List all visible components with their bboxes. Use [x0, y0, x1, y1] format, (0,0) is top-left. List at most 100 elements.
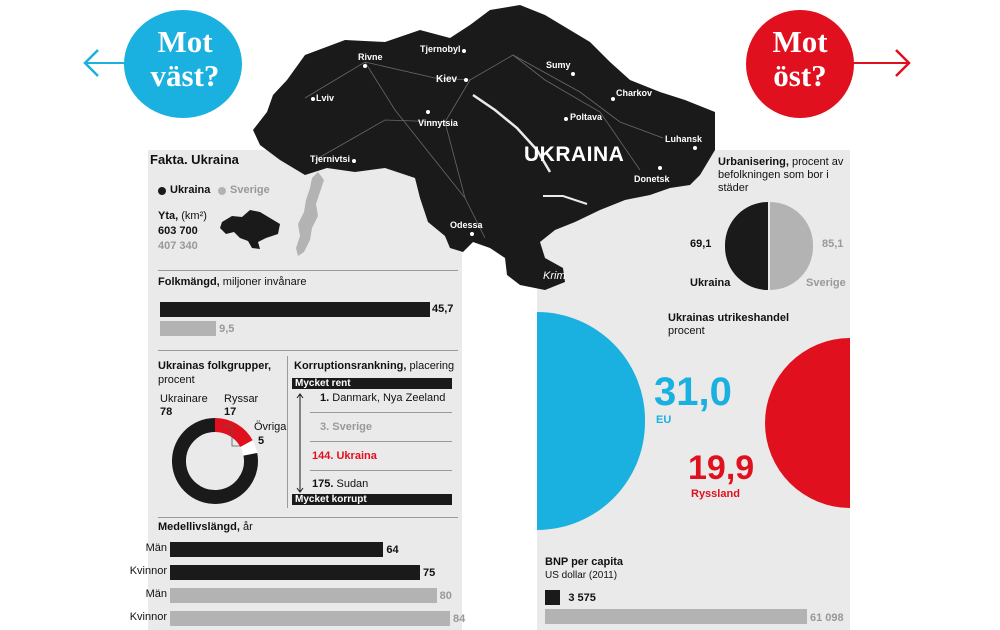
corruption-row: 3. Sverige: [320, 421, 372, 433]
west-arrowhead-icon: [83, 49, 99, 77]
life-title: Medellivslängd, år: [158, 521, 253, 533]
divider: [158, 350, 458, 351]
life-row-value: 80: [439, 590, 452, 602]
area-title: Yta, (km²): [158, 210, 207, 222]
west-label-2: väst?: [150, 58, 220, 93]
city-dot: [571, 72, 575, 76]
city-label: Luhansk: [665, 134, 703, 144]
east-label-1: Mot: [772, 24, 828, 59]
area-ukraina-value: 603 700: [158, 225, 198, 237]
city-label: Lviv: [316, 93, 335, 103]
corruption-label: Korruptionsrankning,: [294, 360, 407, 372]
life-row-label: Män: [145, 588, 167, 600]
ukrainare-value: 78: [160, 406, 173, 418]
legend-ukraina-label: Ukraina: [170, 184, 211, 196]
ethnic-donut: [172, 418, 258, 504]
city-label: Poltava: [570, 112, 603, 122]
urban-ukraina-value: 69,1: [690, 238, 712, 250]
city-dot: [462, 49, 466, 53]
gdp-sverige-bar: [545, 609, 807, 624]
ukraine-silhouette: [220, 210, 280, 249]
east-label-2: öst?: [773, 58, 827, 93]
urban-label: Urbanisering,: [718, 156, 789, 168]
city-dot: [693, 146, 697, 150]
urban-ukraina-label: Ukraina: [690, 277, 731, 289]
trade-ryssland-label: Ryssland: [691, 488, 740, 500]
trade-ryssland-value: 19,9: [688, 449, 755, 487]
city-label: Donetsk: [634, 174, 670, 184]
city-label: Vinnytsia: [418, 118, 458, 128]
east-arrow: [840, 62, 910, 64]
city-label: Odessa: [450, 220, 483, 230]
corruption-row-divider: [310, 470, 452, 471]
ryssar-value: 17: [224, 406, 237, 418]
city-dot: [470, 232, 474, 236]
ethnic-slice-ovriga: [240, 440, 258, 456]
ethnic-slice-ukrainare: [172, 418, 258, 504]
ethnic-label: Ukrainas folkgrupper,: [158, 360, 272, 372]
life-row-value: 84: [453, 613, 466, 625]
city-label: Kiev: [436, 74, 458, 85]
corruption-arrow-icon: [296, 393, 304, 493]
legend-sverige-swatch: [218, 187, 226, 195]
city-label: Tjernivtsi: [310, 154, 351, 164]
corruption-bottom-label: Mycket korrupt: [292, 494, 452, 505]
facts-title: Fakta. Ukraina: [150, 152, 239, 167]
ethnic-label-rest: procent: [158, 374, 195, 386]
life-row-value: 75: [423, 567, 436, 579]
corruption-row: 175. Sudan: [312, 478, 369, 490]
ukrainare-label: Ukrainare: [160, 393, 208, 405]
life-row-bar: [170, 588, 437, 603]
divider-vertical: [287, 356, 288, 508]
east-arrowhead-icon: [895, 49, 911, 77]
corruption-title: Korruptionsrankning, placering: [294, 360, 454, 372]
city-dot: [311, 97, 315, 101]
corruption-label-rest: placering: [406, 360, 455, 372]
city-dot: [464, 78, 468, 82]
population-sverige-bar: [160, 321, 217, 336]
city-dot: [658, 166, 662, 170]
city-dot: [611, 97, 615, 101]
life-row-value: 64: [386, 544, 399, 556]
east-circle: [746, 10, 854, 118]
ryssar-label: Ryssar: [224, 393, 259, 405]
life-label-rest: år: [239, 521, 253, 533]
urban-title: Urbanisering, procent av befolkningen so…: [718, 156, 846, 195]
west-arrow: [85, 62, 145, 64]
map-region-label: Krim: [543, 270, 566, 282]
legend-sverige-label: Sverige: [230, 184, 270, 196]
urban-sverige-value: 85,1: [822, 238, 844, 250]
area-unit: (km²): [181, 210, 207, 222]
life-row-label: Kvinnor: [129, 611, 167, 623]
area-sverige-value: 407 340: [158, 240, 198, 252]
divider: [158, 270, 458, 271]
gdp-ukraina-value: 3 575: [568, 592, 596, 604]
city-dot: [426, 110, 430, 114]
urban-sverige-label: Sverige: [806, 277, 846, 289]
map-country-label: UKRAINA: [524, 143, 625, 166]
trade-eu-label: EU: [656, 414, 672, 426]
life-row-label: Kvinnor: [129, 565, 167, 577]
trade-label-rest: procent: [668, 325, 705, 337]
gdp-ukraina-bar: [545, 590, 561, 605]
gdp-label-rest: US dollar (2011): [545, 570, 618, 581]
life-row-bar: [170, 565, 420, 580]
population-ukraina-bar: [160, 302, 430, 317]
gdp-sverige-value: 61 098: [810, 612, 844, 624]
population-sverige-value: 9,5: [219, 323, 235, 335]
corruption-top-label: Mycket rent: [292, 378, 452, 389]
west-label-1: Mot: [157, 24, 213, 59]
west-circle: [124, 10, 242, 118]
life-label: Medellivslängd,: [158, 521, 240, 533]
gdp-label: BNP per capita: [545, 556, 624, 568]
population-label: Folkmängd,: [158, 276, 220, 288]
ovriga-label: Övriga: [254, 421, 287, 433]
ovriga-callout-line: [222, 425, 240, 447]
city-label: Tjernobyl: [420, 44, 461, 54]
city-dot: [363, 64, 367, 68]
sweden-silhouette: [296, 172, 324, 256]
city-label: Charkov: [616, 88, 653, 98]
city-label: Sumy: [546, 60, 571, 70]
corruption-row: 144. Ukraina: [312, 450, 377, 462]
corruption-row-divider: [310, 441, 452, 442]
